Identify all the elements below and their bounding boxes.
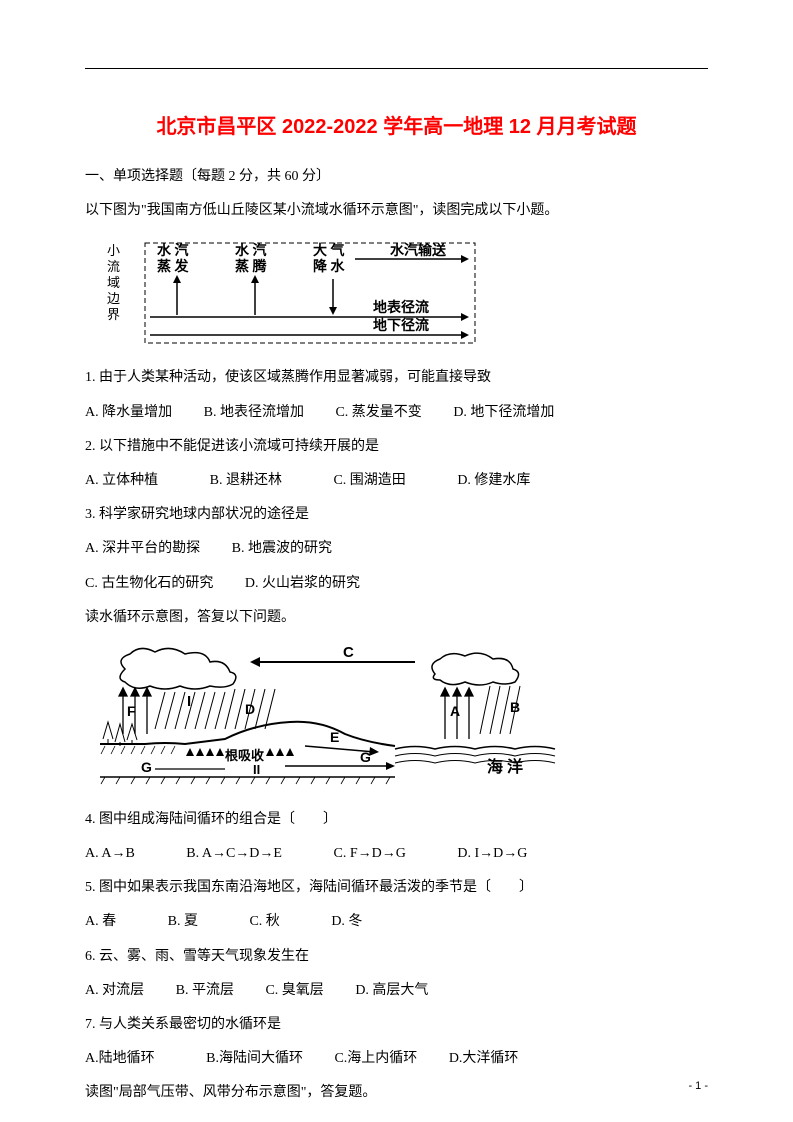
- question-7-text: 7. 与人类关系最密切的水循环是: [85, 1009, 708, 1041]
- option-c: C. F→D→G: [333, 846, 405, 861]
- option-b: B. 退耕还林: [210, 473, 282, 488]
- question-4-options: A. A→B B. A→C→D→E C. F→D→G D. I→D→G: [85, 838, 708, 870]
- diagram1-left-char: 界: [107, 307, 120, 322]
- option-d: D. 冬: [331, 914, 362, 929]
- question-3-options-line2: C. 古生物化石的研究 D. 火山岩浆的研究: [85, 568, 708, 600]
- svg-text:降 水: 降 水: [313, 258, 345, 275]
- option-c: C. 秋: [249, 914, 279, 929]
- question-6-text: 6. 云、雾、雨、雪等天气现象发生在: [85, 941, 708, 973]
- option-a: A. 立体种植: [85, 473, 158, 488]
- option-b: B. 夏: [168, 914, 198, 929]
- svg-text:水 汽: 水 汽: [235, 242, 267, 259]
- option-d: D. 修建水库: [457, 473, 530, 488]
- page-title: 北京市昌平区 2022-2022 学年高一地理 12 月月考试题: [85, 110, 708, 139]
- svg-text:G: G: [360, 749, 371, 765]
- intro-text-2: 读水循环示意图，答复以下问题。: [85, 602, 708, 634]
- svg-text:C: C: [343, 644, 354, 661]
- svg-text:II: II: [253, 762, 260, 777]
- question-5-options: A. 春 B. 夏 C. 秋 D. 冬: [85, 906, 708, 938]
- question-2-text: 2. 以下措施中不能促进该小流域可持续开展的是: [85, 431, 708, 463]
- option-d: D. 地下径流增加: [453, 405, 554, 420]
- svg-text:E: E: [330, 729, 339, 745]
- diagram1-left-char: 流: [107, 259, 120, 274]
- option-d: D. 火山岩浆的研究: [245, 576, 360, 591]
- option-b: B.海陆间大循环: [206, 1051, 303, 1066]
- svg-text:海 洋: 海 洋: [487, 757, 523, 776]
- horizontal-rule: [85, 68, 708, 69]
- diagram1-left-char: 小: [107, 243, 120, 258]
- question-3-text: 3. 科学家研究地球内部状况的途径是: [85, 499, 708, 531]
- option-a: A. 对流层: [85, 983, 144, 998]
- option-b: B. 平流层: [176, 983, 234, 998]
- intro-text-1: 以下图为"我国南方低山丘陵区某小流域水循环示意图"，读图完成以下小题。: [85, 195, 708, 227]
- question-3-options-line1: A. 深井平台的勘探 B. 地震波的研究: [85, 533, 708, 565]
- option-a: A. 降水量增加: [85, 405, 172, 420]
- svg-text:水 汽: 水 汽: [157, 242, 189, 259]
- option-d: D.大洋循环: [449, 1051, 519, 1066]
- option-a: A. 春: [85, 914, 116, 929]
- option-b: B. A→C→D→E: [186, 846, 282, 861]
- svg-text:蒸 腾: 蒸 腾: [235, 258, 267, 275]
- option-d: D. 高层大气: [355, 983, 428, 998]
- svg-text:地表径流: 地表径流: [373, 299, 429, 316]
- diagram1-left-char: 边: [107, 291, 120, 306]
- diagram-water-cycle-small: 小 流 域 边 界 水 汽 蒸 发 水 汽 蒸 腾 大 气 降 水 水汽输送 地…: [95, 237, 708, 352]
- svg-text:G: G: [141, 759, 152, 775]
- option-d: D. I→D→G: [457, 846, 527, 861]
- svg-text:水汽输送: 水汽输送: [390, 242, 447, 259]
- svg-text:大 气: 大 气: [313, 242, 345, 259]
- intro-text-3: 读图"局部气压带、风带分布示意图"，答复题。: [85, 1077, 708, 1109]
- diagram1-left-char: 域: [107, 275, 120, 290]
- option-c: C. 臭氧层: [265, 983, 323, 998]
- question-1-options: A. 降水量增加 B. 地表径流增加 C. 蒸发量不变 D. 地下径流增加: [85, 397, 708, 429]
- option-c: C.海上内循环: [334, 1051, 417, 1066]
- option-c: C. 蒸发量不变: [335, 405, 421, 420]
- option-a: A.陆地循环: [85, 1051, 155, 1066]
- svg-text:根吸收: 根吸收: [225, 748, 265, 763]
- question-1-text: 1. 由于人类某种活动，使该区域蒸腾作用显著减弱，可能直接导致: [85, 362, 708, 394]
- section-header: 一、单项选择题〔每题 2 分，共 60 分〕: [85, 161, 708, 193]
- question-5-text: 5. 图中如果表示我国东南沿海地区，海陆间循环最活泼的季节是〔 〕: [85, 872, 708, 904]
- page-number: - 1 -: [688, 1080, 708, 1092]
- question-2-options: A. 立体种植 B. 退耕还林 C. 围湖造田 D. 修建水库: [85, 465, 708, 497]
- svg-text:B: B: [510, 699, 520, 715]
- svg-text:F: F: [127, 703, 136, 719]
- option-b: B. 地震波的研究: [232, 541, 332, 556]
- option-c: C. 围湖造田: [333, 473, 405, 488]
- question-4-text: 4. 图中组成海陆间循环的组合是〔 〕: [85, 804, 708, 836]
- svg-text:A: A: [450, 703, 460, 719]
- option-c: C. 古生物化石的研究: [85, 576, 213, 591]
- svg-text:I: I: [187, 693, 191, 710]
- svg-text:D: D: [245, 701, 255, 717]
- option-a: A. A→B: [85, 846, 135, 861]
- option-b: B. 地表径流增加: [204, 405, 304, 420]
- diagram-water-cycle-large: C D B A F I: [95, 644, 708, 794]
- option-a: A. 深井平台的勘探: [85, 541, 200, 556]
- question-6-options: A. 对流层 B. 平流层 C. 臭氧层 D. 高层大气: [85, 975, 708, 1007]
- svg-text:地下径流: 地下径流: [373, 317, 429, 334]
- svg-text:蒸 发: 蒸 发: [157, 258, 189, 275]
- question-7-options: A.陆地循环 B.海陆间大循环 C.海上内循环 D.大洋循环: [85, 1043, 708, 1075]
